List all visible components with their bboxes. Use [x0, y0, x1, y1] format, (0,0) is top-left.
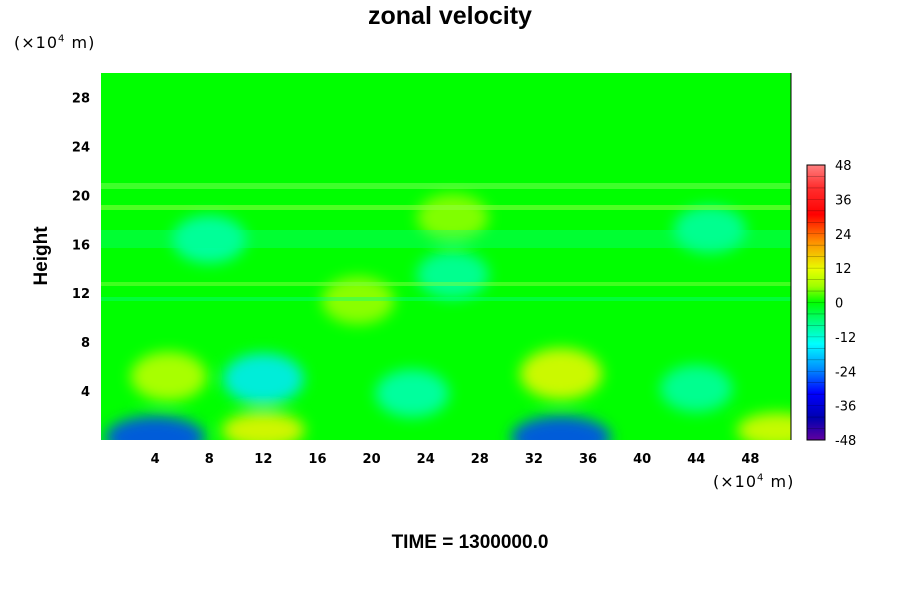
colorbar-frame — [806, 164, 826, 441]
x-tick-label: 36 — [579, 452, 597, 467]
field-extremum — [321, 276, 395, 325]
colorbar-ticks: 48 36 24 12 0 -12 -24 -36 -48 — [835, 159, 856, 449]
y-tick-label: 16 — [72, 238, 90, 253]
colorbar-tick-label: -24 — [835, 365, 856, 380]
y-tick-label: 8 — [81, 336, 90, 351]
x-unit-label: (×104 m) — [713, 472, 795, 491]
field-extremum — [130, 351, 207, 401]
y-axis-ticks: 4 8 12 16 20 24 28 — [72, 91, 90, 400]
field-extremum — [172, 215, 247, 264]
colorbar-tick-label: -12 — [835, 331, 856, 346]
x-tick-label: 24 — [417, 452, 435, 467]
field-extremum — [511, 416, 611, 440]
x-tick-label: 32 — [525, 452, 543, 467]
x-tick-label: 44 — [687, 452, 705, 467]
x-tick-label: 4 — [151, 452, 160, 467]
band — [101, 297, 791, 301]
field-extremum — [660, 364, 733, 413]
field-extremum — [520, 348, 602, 400]
field-extremum — [221, 412, 305, 440]
field-extremum — [416, 251, 489, 299]
x-tick-label: 48 — [741, 452, 759, 467]
band — [101, 282, 791, 286]
colorbar-tick-label: 48 — [835, 159, 852, 174]
y-tick-label: 4 — [81, 385, 90, 400]
time-footer: TIME = 1300000.0 — [391, 532, 549, 553]
y-unit-label: (×104 m) — [14, 33, 96, 52]
y-tick-label: 20 — [72, 189, 90, 204]
chart-title: zonal velocity — [368, 2, 532, 30]
colorbar-tick-label: 12 — [835, 262, 852, 277]
colorbar-tick-label: -36 — [835, 400, 856, 415]
x-tick-label: 28 — [471, 452, 489, 467]
field-extremum — [222, 353, 304, 405]
colorbar-tick-label: -48 — [835, 434, 856, 449]
colorbar-tick-label: 0 — [835, 297, 843, 312]
band — [101, 205, 791, 210]
x-tick-label: 20 — [363, 452, 381, 467]
field-extremum — [375, 369, 449, 418]
band — [101, 230, 791, 248]
field-extremum — [737, 412, 791, 440]
field-bands — [101, 183, 791, 301]
field-extremum — [673, 205, 747, 254]
colorbar: 48 36 24 12 0 -12 -24 -36 -48 — [806, 159, 856, 449]
colorbar-tick-label: 36 — [835, 193, 852, 208]
x-axis-ticks: 4 8 12 16 20 24 28 32 36 40 44 48 — [151, 452, 760, 467]
plot-area — [101, 73, 792, 440]
band — [101, 183, 791, 189]
x-tick-label: 16 — [308, 452, 326, 467]
x-tick-label: 40 — [633, 452, 651, 467]
x-tick-label: 12 — [254, 452, 272, 467]
y-tick-label: 24 — [72, 140, 90, 155]
colorbar-gradient — [807, 165, 825, 440]
y-tick-label: 28 — [72, 91, 90, 106]
y-tick-label: 12 — [72, 287, 90, 302]
field-extremum — [105, 416, 206, 440]
x-tick-label: 8 — [205, 452, 214, 467]
colorbar-bands — [807, 176, 825, 429]
colorbar-tick-label: 24 — [835, 228, 852, 243]
